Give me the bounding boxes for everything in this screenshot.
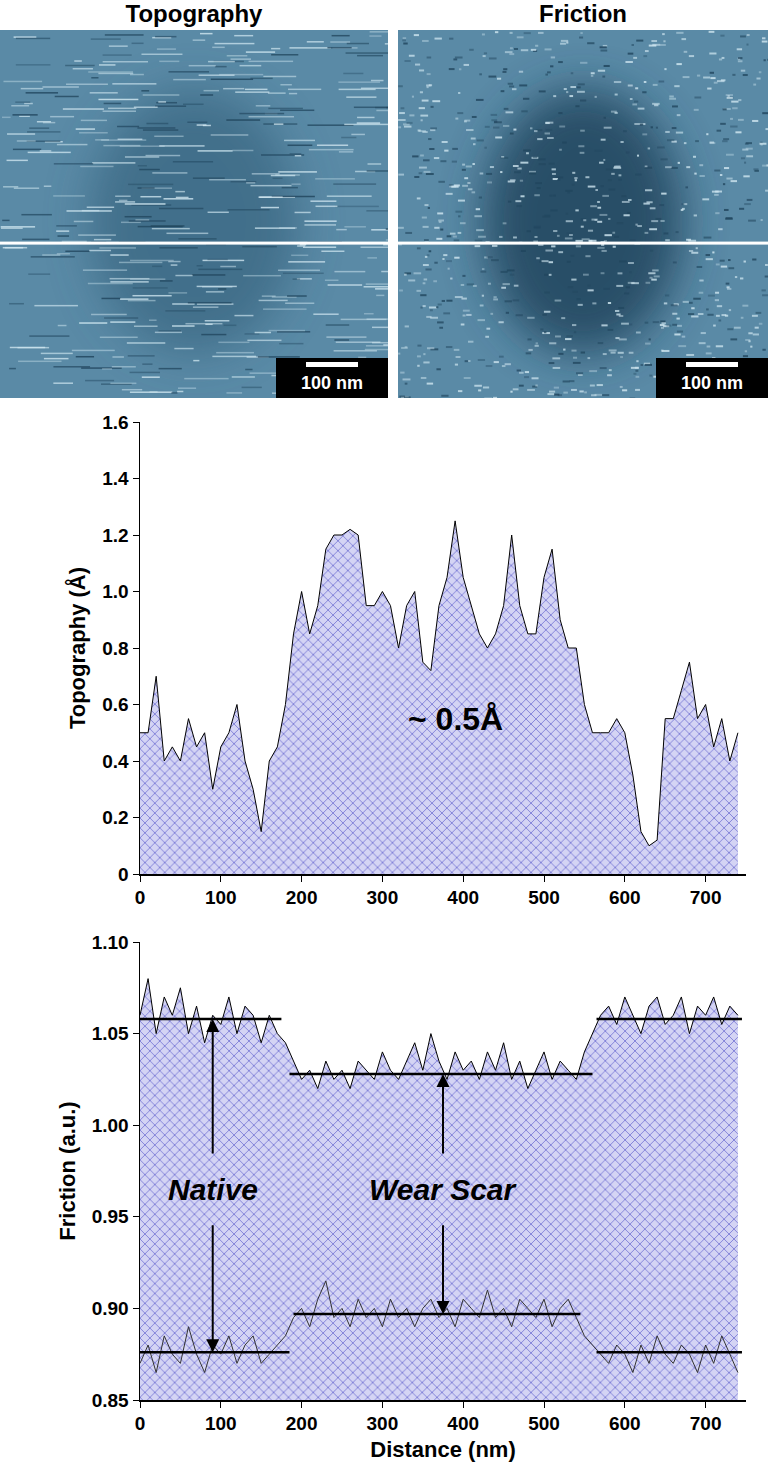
- svg-text:Friction (a.u.): Friction (a.u.): [55, 1101, 80, 1240]
- svg-text:1.05: 1.05: [92, 1023, 129, 1044]
- svg-text:300: 300: [367, 1413, 399, 1434]
- svg-text:Topography (Å): Topography (Å): [64, 567, 90, 729]
- svg-text:1.4: 1.4: [102, 468, 129, 489]
- svg-text:0.90: 0.90: [92, 1298, 129, 1319]
- svg-text:0: 0: [135, 887, 146, 908]
- svg-text:400: 400: [447, 887, 479, 908]
- svg-text:100 nm: 100 nm: [301, 373, 363, 393]
- svg-text:200: 200: [286, 887, 318, 908]
- svg-text:Wear Scar: Wear Scar: [369, 1173, 518, 1206]
- svg-text:0: 0: [118, 864, 129, 885]
- html-text:Friction: Friction: [539, 0, 627, 27]
- svg-text:0.95: 0.95: [92, 1206, 129, 1227]
- svg-text:1.6: 1.6: [102, 412, 128, 433]
- svg-text:0.8: 0.8: [102, 638, 128, 659]
- svg-text:0.2: 0.2: [102, 807, 128, 828]
- svg-text:100 nm: 100 nm: [681, 373, 743, 393]
- svg-text:1.0: 1.0: [102, 581, 128, 602]
- svg-text:100: 100: [205, 887, 237, 908]
- svg-text:600: 600: [609, 1413, 641, 1434]
- svg-text:0.6: 0.6: [102, 694, 128, 715]
- svg-text:0.4: 0.4: [102, 751, 129, 772]
- svg-text:1.2: 1.2: [102, 525, 128, 546]
- svg-text:~ 0.5Å: ~ 0.5Å: [408, 701, 503, 737]
- svg-text:600: 600: [609, 887, 641, 908]
- svg-text:200: 200: [286, 1413, 318, 1434]
- svg-text:Distance (nm): Distance (nm): [370, 1437, 515, 1462]
- svg-text:Native: Native: [168, 1173, 258, 1206]
- svg-text:0.85: 0.85: [92, 1390, 129, 1411]
- svg-text:700: 700: [690, 887, 722, 908]
- svg-text:0: 0: [135, 1413, 146, 1434]
- svg-text:300: 300: [367, 887, 399, 908]
- svg-text:100: 100: [205, 1413, 237, 1434]
- svg-text:500: 500: [528, 887, 560, 908]
- svg-text:1.10: 1.10: [92, 932, 129, 953]
- svg-text:400: 400: [447, 1413, 479, 1434]
- svg-text:1.00: 1.00: [92, 1115, 129, 1136]
- svg-text:700: 700: [690, 1413, 722, 1434]
- svg-text:500: 500: [528, 1413, 560, 1434]
- html-text:Topography: Topography: [125, 0, 263, 27]
